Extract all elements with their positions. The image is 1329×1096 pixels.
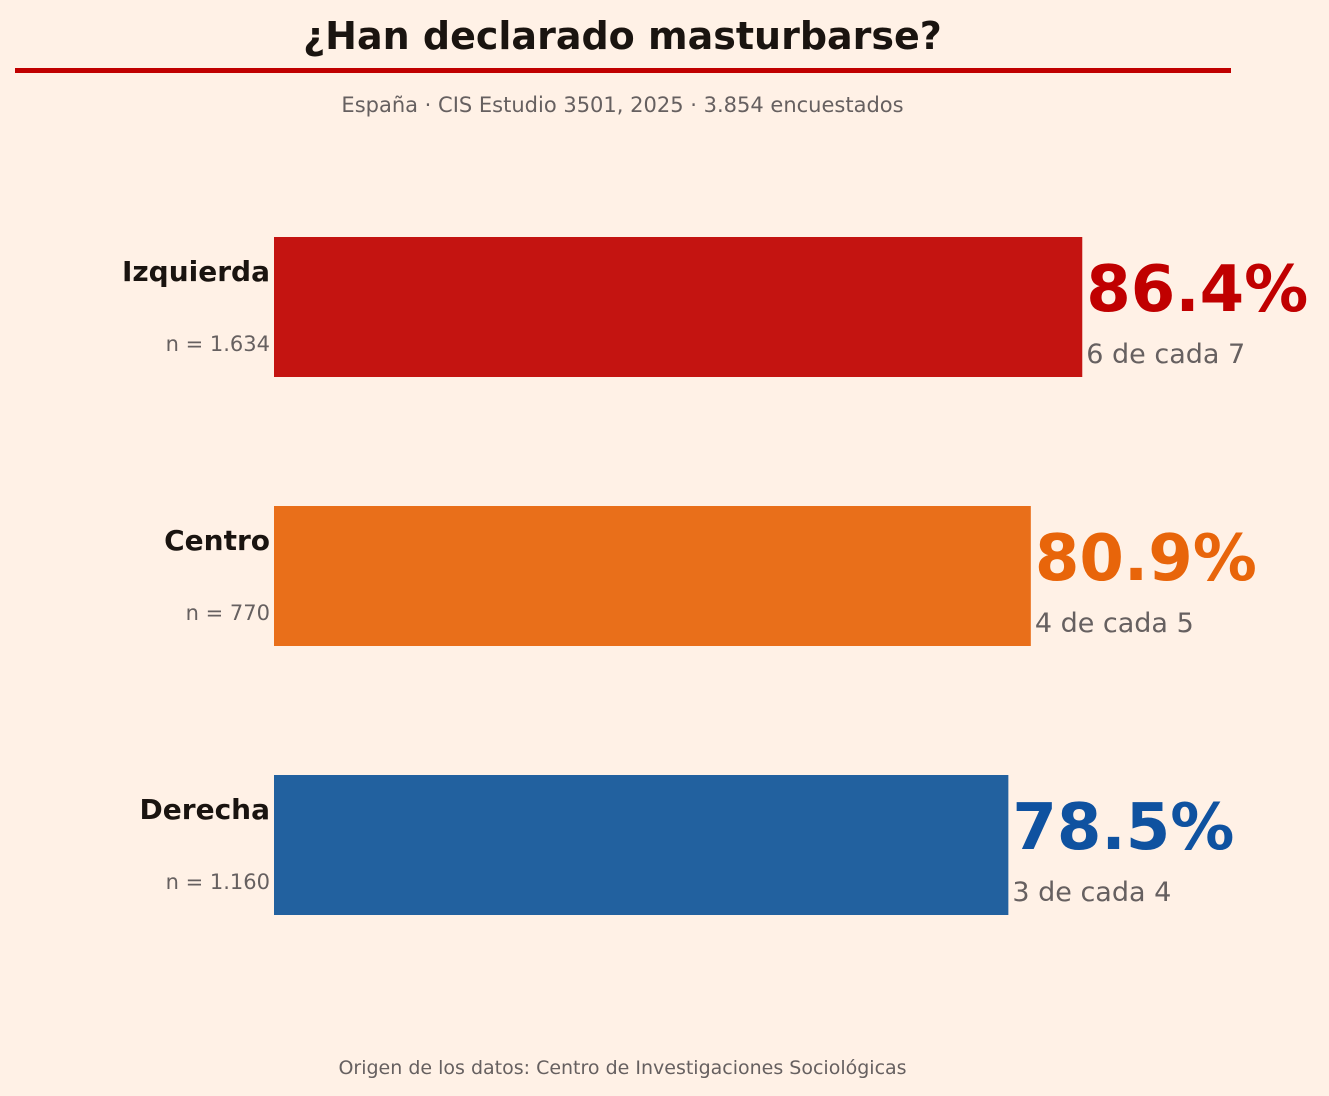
bar-0	[274, 237, 1083, 377]
chart-subtitle: España · CIS Estudio 3501, 2025 · 3.854 …	[341, 93, 904, 117]
sample-label-0: n = 1.634	[166, 332, 270, 356]
sample-label-1: n = 770	[186, 601, 270, 625]
category-label-1: Centro	[164, 524, 270, 557]
category-label-0: Izquierda	[122, 255, 270, 288]
ratio-label-0: 6 de cada 7	[1086, 339, 1245, 370]
title-underline	[15, 68, 1231, 73]
chart-title: ¿Han declarado masturbarse?	[303, 14, 942, 58]
ratio-label-2: 3 de cada 4	[1012, 877, 1171, 908]
bar-2	[274, 775, 1009, 915]
category-label-2: Derecha	[140, 793, 270, 826]
value-label-0: 86.4%	[1086, 253, 1308, 327]
value-label-1: 80.9%	[1035, 522, 1257, 596]
sample-label-2: n = 1.160	[166, 870, 270, 894]
bar-1	[274, 506, 1031, 646]
ratio-label-1: 4 de cada 5	[1035, 608, 1194, 639]
source-note: Origen de los datos: Centro de Investiga…	[338, 1057, 907, 1079]
value-label-2: 78.5%	[1012, 791, 1234, 865]
